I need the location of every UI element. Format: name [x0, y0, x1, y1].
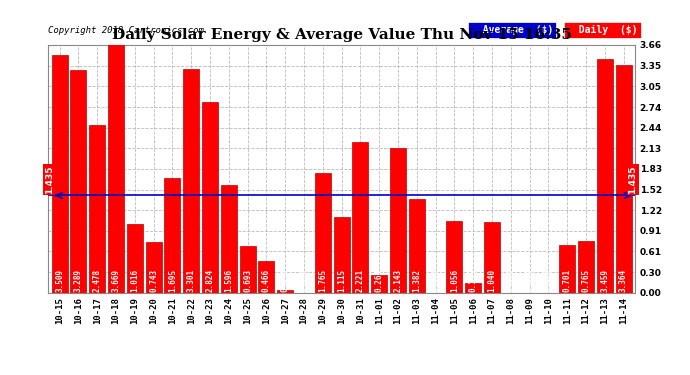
Text: 1.435: 1.435 [629, 166, 638, 194]
Text: 2.221: 2.221 [356, 269, 365, 292]
Bar [353, 142, 368, 292]
Title: Daily Solar Energy & Average Value Thu Nov 15 16:35: Daily Solar Energy & Average Value Thu N… [112, 28, 571, 42]
Bar [70, 70, 86, 292]
Text: 0.030: 0.030 [281, 269, 290, 292]
Text: 0.693: 0.693 [243, 269, 252, 292]
Text: 3.364: 3.364 [619, 269, 628, 292]
Bar [371, 274, 387, 292]
Bar [146, 242, 161, 292]
Bar [52, 55, 68, 292]
Text: 0.264: 0.264 [375, 269, 384, 292]
Text: 0.466: 0.466 [262, 269, 271, 292]
Text: 1.056: 1.056 [450, 269, 459, 292]
Text: 0.000: 0.000 [431, 269, 440, 292]
Text: 1.435: 1.435 [45, 166, 54, 194]
Text: 1.382: 1.382 [412, 269, 421, 292]
Text: 0.135: 0.135 [469, 269, 477, 292]
Text: 1.115: 1.115 [337, 269, 346, 292]
Bar [221, 184, 237, 292]
Text: 1.040: 1.040 [487, 269, 496, 292]
Bar [484, 222, 500, 292]
Text: 2.478: 2.478 [92, 269, 101, 292]
Text: 3.289: 3.289 [74, 269, 83, 292]
Text: 3.509: 3.509 [55, 269, 64, 292]
Text: 2.824: 2.824 [206, 269, 215, 292]
Bar [89, 125, 105, 292]
Text: 3.459: 3.459 [600, 269, 609, 292]
Text: 1.695: 1.695 [168, 269, 177, 292]
Bar [408, 199, 425, 292]
Bar [315, 173, 331, 292]
Bar [390, 148, 406, 292]
Text: 1.016: 1.016 [130, 269, 139, 292]
Text: 0.000: 0.000 [506, 269, 515, 292]
Text: 0.000: 0.000 [299, 269, 308, 292]
Bar [615, 65, 631, 292]
Text: Daily  ($): Daily ($) [567, 25, 638, 35]
Text: 0.701: 0.701 [562, 269, 571, 292]
Bar [446, 221, 462, 292]
Bar [277, 291, 293, 292]
Bar [578, 241, 594, 292]
Text: Average  ($): Average ($) [471, 25, 553, 35]
Bar [333, 217, 350, 292]
Text: 0.000: 0.000 [544, 269, 553, 292]
Text: 3.301: 3.301 [187, 269, 196, 292]
Text: 1.765: 1.765 [318, 269, 327, 292]
Bar [202, 102, 218, 292]
Bar [597, 58, 613, 292]
Bar [108, 44, 124, 292]
Text: 3.669: 3.669 [112, 269, 121, 292]
Bar [239, 246, 255, 292]
Text: 0.000: 0.000 [525, 269, 534, 292]
Text: 2.143: 2.143 [393, 269, 402, 292]
Bar [559, 245, 575, 292]
Bar [164, 178, 180, 292]
Text: 0.743: 0.743 [149, 269, 158, 292]
Text: Copyright 2018 Cartronics.com: Copyright 2018 Cartronics.com [48, 26, 204, 35]
Text: 1.596: 1.596 [224, 269, 233, 292]
Text: 0.765: 0.765 [582, 269, 591, 292]
Bar [258, 261, 275, 292]
Bar [465, 284, 481, 292]
Bar [183, 69, 199, 292]
Bar [127, 224, 143, 292]
